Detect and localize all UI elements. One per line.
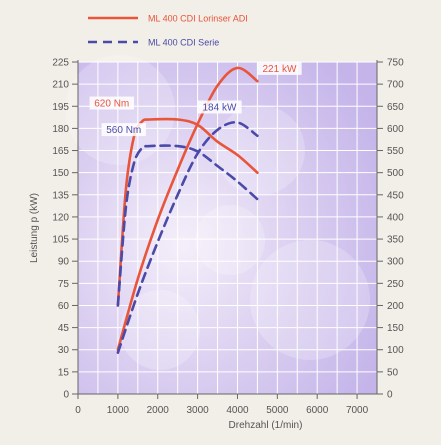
background-highlight	[195, 205, 265, 275]
legend-label: ML 400 CDI Serie	[148, 38, 219, 48]
y-tick-label-left: 30	[58, 345, 70, 356]
series-line-torque-serie	[116, 144, 259, 307]
y-tick-label-left: 15	[58, 367, 70, 378]
y-tick-label-left: 60	[58, 301, 70, 312]
annotation-background	[197, 100, 242, 114]
x-tick-label: 2000	[147, 405, 170, 416]
series-line-power-serie	[116, 121, 259, 354]
y-tick-label-left: 0	[63, 390, 69, 401]
y-tick-label-right: 700	[387, 80, 404, 91]
y-tick-label-left: 105	[52, 235, 69, 246]
y-tick-label-left: 195	[52, 102, 69, 113]
annotation-label: 221 kW	[263, 64, 297, 75]
y-tick-label-right: 300	[387, 257, 404, 268]
y-tick-label-left: 180	[52, 124, 69, 135]
legend: ML 400 CDI Lorinser ADI ML 400 CDI Serie	[88, 14, 248, 48]
y-tick-label-right: 150	[387, 323, 404, 334]
x-tick-label: 6000	[306, 405, 329, 416]
annotation-background	[89, 96, 134, 110]
y-tick-label-right: 450	[387, 190, 404, 201]
y-tick-label-right: 250	[387, 279, 404, 290]
background-highlight	[65, 55, 175, 165]
y-tick-label-left: 120	[52, 212, 69, 223]
annotation-background	[101, 123, 146, 137]
x-tick-label: 4000	[226, 405, 249, 416]
x-tick-label: 3000	[186, 405, 209, 416]
series-group	[116, 66, 259, 354]
plot-background	[78, 62, 377, 394]
y-tick-label-left: 90	[58, 257, 70, 268]
annotation-label: 184 kW	[203, 102, 237, 113]
y-tick-label-right: 350	[387, 235, 404, 246]
y-tick-label-right: 550	[387, 146, 404, 157]
x-tick-label: 7000	[346, 405, 369, 416]
x-tick-label: 1000	[107, 405, 130, 416]
y-tick-label-left: 135	[52, 190, 69, 201]
y-tick-label-left: 165	[52, 146, 69, 157]
annotation-background	[257, 61, 302, 75]
y-tick-label-right: 200	[387, 301, 404, 312]
y-tick-label-left: 45	[58, 323, 70, 334]
annotation-label: 560 Nm	[106, 125, 141, 136]
x-axis-title: Drehzahl (1/min)	[229, 420, 303, 431]
y-tick-label-right: 100	[387, 345, 404, 356]
x-tick-label: 5000	[266, 405, 289, 416]
y-tick-label-left: 210	[52, 80, 69, 91]
y-tick-label-left: 150	[52, 168, 69, 179]
annotation-label: 620 Nm	[94, 99, 129, 110]
series-line-power-lorinser	[116, 66, 259, 351]
y-tick-label-right: 600	[387, 124, 404, 135]
y-tick-label-right: 400	[387, 212, 404, 223]
series-line-torque-lorinser	[116, 117, 259, 307]
x-tick-label: 0	[75, 405, 81, 416]
y-axis-title-left: Leistung p (kW)	[29, 193, 40, 263]
y-tick-label-right: 650	[387, 102, 404, 113]
legend-label: ML 400 CDI Lorinser ADI	[148, 14, 248, 24]
y-tick-label-right: 0	[387, 390, 393, 401]
y-tick-label-right: 750	[387, 58, 404, 69]
y-tick-label-right: 500	[387, 168, 404, 179]
background-highlight	[250, 240, 370, 360]
y-tick-label-left: 225	[52, 58, 69, 69]
y-tick-label-right: 50	[387, 367, 399, 378]
y-tick-label-left: 75	[58, 279, 70, 290]
